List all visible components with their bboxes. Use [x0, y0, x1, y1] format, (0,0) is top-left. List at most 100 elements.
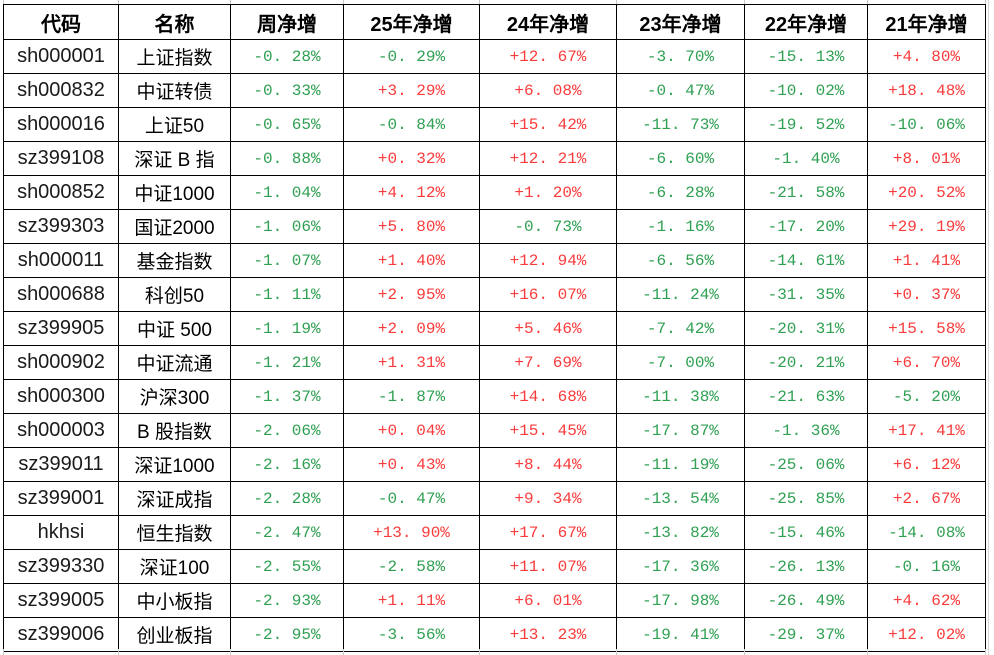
return-value-cell: +1. 31%: [343, 345, 480, 380]
return-value-cell: -2. 16%: [230, 447, 344, 482]
return-value-cell: -2. 28%: [230, 481, 344, 516]
return-value-cell: +15. 42%: [479, 107, 617, 142]
index-code-cell: sh000003: [3, 413, 119, 448]
index-name-cell: 基金指数: [118, 243, 231, 278]
return-value-cell: +11. 07%: [479, 549, 617, 584]
return-value-cell: +12. 02%: [867, 617, 986, 652]
return-value-cell: -19. 41%: [616, 617, 745, 652]
return-value-cell: -2. 55%: [230, 549, 344, 584]
return-value-cell: -26. 13%: [744, 549, 868, 584]
return-value-cell: +6. 08%: [479, 73, 617, 108]
return-value-cell: -1. 04%: [230, 175, 344, 210]
return-value-cell: -17. 98%: [616, 583, 745, 618]
index-code-cell: sh000688: [3, 277, 119, 312]
return-value-cell: -13. 54%: [616, 481, 745, 516]
return-value-cell: +12. 21%: [479, 141, 617, 176]
table-row: sh000001 上证指数 -0. 28% -0. 29% +12. 67% -3. 70…: [3, 39, 986, 74]
return-value-cell: -2. 93%: [230, 583, 344, 618]
table-row: sz399001 深证成指 -2. 28% -0. 47% +9. 34% -13. 54…: [3, 481, 986, 516]
index-name-cell: 恒生指数: [118, 515, 231, 550]
return-value-cell: +2. 09%: [343, 311, 480, 346]
return-value-cell: +8. 44%: [479, 447, 617, 482]
return-value-cell: +0. 43%: [343, 447, 480, 482]
return-value-cell: -5. 20%: [867, 379, 986, 414]
return-value-cell: +0. 04%: [343, 413, 480, 448]
gridline-tick: [3, 0, 4, 4]
index-name-cell: 深证1000: [118, 447, 231, 482]
return-value-cell: -1. 21%: [230, 345, 344, 380]
index-name-cell: 深证100: [118, 549, 231, 584]
gridline-tick: [118, 649, 119, 655]
return-value-cell: +29. 19%: [867, 209, 986, 244]
return-value-cell: -1. 36%: [744, 413, 868, 448]
gridline-tick: [616, 649, 617, 655]
gridline-tick: [867, 649, 868, 655]
table-row: hkhsi 恒生指数 -2. 47% +13. 90% +17. 67% -13. 82%…: [3, 515, 986, 550]
return-value-cell: -11. 19%: [616, 447, 745, 482]
index-code-cell: sh000832: [3, 73, 119, 108]
return-value-cell: -2. 58%: [343, 549, 480, 584]
gridline-tick: [479, 649, 480, 655]
gridline-tick: [744, 649, 745, 655]
return-value-cell: -10. 02%: [744, 73, 868, 108]
return-value-cell: +17. 67%: [479, 515, 617, 550]
gridline-tick: [985, 649, 986, 655]
return-value-cell: -11. 24%: [616, 277, 745, 312]
return-value-cell: -0. 88%: [230, 141, 344, 176]
index-code-cell: sh000016: [3, 107, 119, 142]
return-value-cell: -1. 37%: [230, 379, 344, 414]
return-value-cell: -15. 13%: [744, 39, 868, 74]
gridline-tick: [343, 649, 344, 655]
index-name-cell: 中证1000: [118, 175, 231, 210]
index-code-cell: sh000852: [3, 175, 119, 210]
return-value-cell: -25. 06%: [744, 447, 868, 482]
return-value-cell: -17. 20%: [744, 209, 868, 244]
return-value-cell: +5. 46%: [479, 311, 617, 346]
index-name-cell: 上证50: [118, 107, 231, 142]
index-code-cell: sz399005: [3, 583, 119, 618]
index-name-cell: 沪深300: [118, 379, 231, 414]
return-value-cell: -0. 47%: [343, 481, 480, 516]
return-value-cell: -21. 58%: [744, 175, 868, 210]
return-value-cell: +6. 12%: [867, 447, 986, 482]
return-value-cell: +15. 45%: [479, 413, 617, 448]
return-value-cell: -0. 29%: [343, 39, 480, 74]
return-value-cell: +6. 70%: [867, 345, 986, 380]
table-row: sh000852 中证1000 -1. 04% +4. 12% +1. 20% -6. 2…: [3, 175, 986, 210]
return-value-cell: -0. 16%: [867, 549, 986, 584]
return-value-cell: +2. 95%: [343, 277, 480, 312]
index-name-cell: B 股指数: [118, 413, 231, 448]
return-value-cell: -0. 84%: [343, 107, 480, 142]
return-value-cell: -2. 95%: [230, 617, 344, 652]
return-value-cell: -14. 08%: [867, 515, 986, 550]
gridline-tick: [230, 0, 231, 4]
index-code-cell: sz399006: [3, 617, 119, 652]
table-row: sz399108 深证 B 指 -0. 88% +0. 32% +12. 21% -6. …: [3, 141, 986, 176]
return-value-cell: -11. 73%: [616, 107, 745, 142]
return-value-cell: -13. 82%: [616, 515, 745, 550]
index-name-cell: 深证 B 指: [118, 141, 231, 176]
table-row: sz399330 深证100 -2. 55% -2. 58% +11. 07% -17. …: [3, 549, 986, 584]
index-performance-table: 代码 名称 周净增 25年净增 24年净增 23年净增 22年净增 21年净增 sh00000…: [3, 4, 986, 652]
return-value-cell: +1. 20%: [479, 175, 617, 210]
index-code-cell: sh000001: [3, 39, 119, 74]
return-value-cell: +15. 58%: [867, 311, 986, 346]
column-header: 名称: [118, 4, 231, 40]
index-name-cell: 中证流通: [118, 345, 231, 380]
return-value-cell: -31. 35%: [744, 277, 868, 312]
return-value-cell: +13. 23%: [479, 617, 617, 652]
return-value-cell: -1. 07%: [230, 243, 344, 278]
return-value-cell: -0. 47%: [616, 73, 745, 108]
return-value-cell: -21. 63%: [744, 379, 868, 414]
return-value-cell: +8. 01%: [867, 141, 986, 176]
table-row: sz399006 创业板指 -2. 95% -3. 56% +13. 23% -19. 4…: [3, 617, 986, 652]
return-value-cell: +0. 32%: [343, 141, 480, 176]
return-value-cell: -6. 28%: [616, 175, 745, 210]
return-value-cell: -15. 46%: [744, 515, 868, 550]
index-code-cell: sz399330: [3, 549, 119, 584]
return-value-cell: -11. 38%: [616, 379, 745, 414]
return-value-cell: +4. 62%: [867, 583, 986, 618]
return-value-cell: +7. 69%: [479, 345, 617, 380]
return-value-cell: -3. 70%: [616, 39, 745, 74]
gridline-tick: [985, 0, 986, 4]
